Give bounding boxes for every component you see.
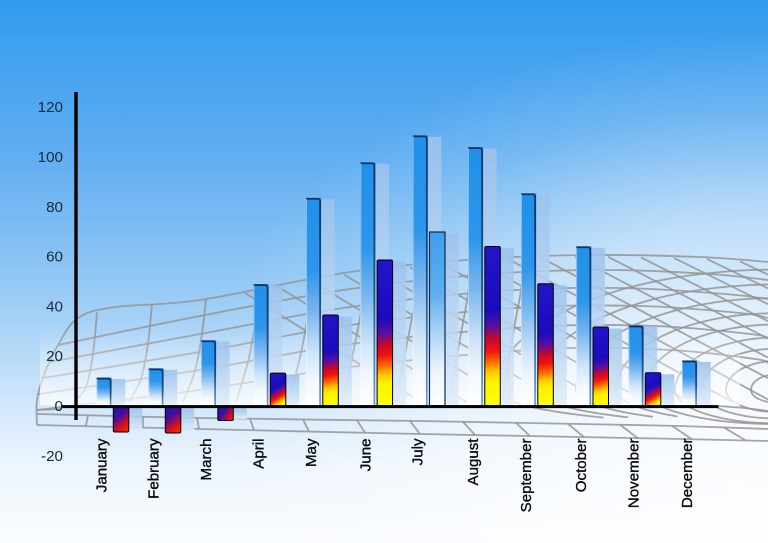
svg-text:80: 80 (46, 199, 63, 216)
svg-text:January: January (94, 438, 111, 492)
svg-text:40: 40 (46, 298, 63, 315)
svg-text:120: 120 (38, 99, 63, 116)
svg-text:March: March (198, 439, 215, 481)
svg-text:December: December (679, 439, 696, 509)
svg-text:July: July (410, 438, 427, 465)
svg-text:-20: -20 (41, 448, 63, 465)
svg-text:60: 60 (46, 249, 63, 266)
svg-text:October: October (573, 439, 590, 493)
svg-text:November: November (626, 439, 643, 509)
svg-text:August: August (465, 438, 482, 486)
svg-text:June: June (357, 439, 374, 472)
svg-text:September: September (518, 439, 535, 513)
svg-text:20: 20 (46, 348, 63, 365)
svg-text:May: May (303, 438, 320, 467)
svg-text:100: 100 (38, 149, 63, 166)
svg-text:April: April (251, 439, 268, 469)
svg-text:0: 0 (55, 398, 63, 415)
svg-text:February: February (146, 438, 163, 499)
